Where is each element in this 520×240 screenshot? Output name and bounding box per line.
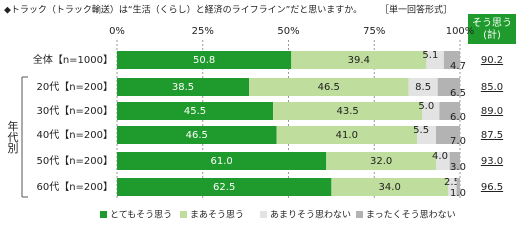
legend-swatch (100, 211, 107, 218)
data-label: 45.5 (184, 106, 206, 117)
legend-swatch (260, 211, 267, 218)
x-tick-label: 100% (446, 26, 475, 37)
data-label: 4.0 (432, 151, 448, 162)
bar-segment (417, 126, 436, 144)
x-tick-label: 75% (363, 26, 385, 37)
data-label: 34.0 (379, 182, 401, 193)
bar-segment (117, 102, 274, 120)
total-label: 89.0 (481, 106, 503, 117)
data-label: 4.7 (450, 61, 466, 72)
y-tick-label: 50代【n=200】 (36, 155, 113, 167)
bar-segment (117, 126, 277, 144)
bar-segment (117, 152, 327, 170)
chart-subtitle: ［単一回答形式］ (380, 4, 452, 16)
data-label: 2.5 (444, 177, 460, 188)
data-label: 6.5 (450, 88, 466, 99)
bar-segment (437, 78, 460, 96)
x-tick-label: 25% (192, 26, 214, 37)
total-label: 90.2 (481, 55, 503, 66)
bar-segment (435, 126, 460, 144)
bar-segment (449, 152, 460, 170)
y-tick-label: 40代【n=200】 (36, 129, 113, 141)
bar-segment (331, 178, 448, 196)
data-label: 43.5 (337, 106, 359, 117)
data-label: 5.0 (418, 101, 434, 112)
x-tick-label: 0% (109, 26, 125, 37)
bar-segment (117, 178, 332, 196)
bar-segment (273, 102, 423, 120)
bar-segment (447, 178, 457, 196)
group-label: 年代別 (6, 119, 19, 154)
bar-segment (291, 51, 427, 69)
total-header: そう思う (472, 17, 512, 29)
legend-label: あまりそう思わない (270, 210, 351, 221)
data-label: 46.5 (186, 130, 208, 141)
legend-swatch (356, 211, 363, 218)
chart-title: ◆トラック（トラック輸送）は“生活（くらし）と経済のライフライン”だと思いますか… (4, 4, 362, 16)
data-label: 50.8 (193, 55, 215, 66)
bar-segment (117, 78, 250, 96)
legend-label: とてもそう思う (110, 210, 172, 221)
bar-segment (443, 51, 460, 69)
y-tick-label: 全体【n=1000】 (33, 53, 113, 66)
data-label: 39.4 (348, 55, 370, 66)
total-label: 85.0 (481, 82, 503, 93)
bar-segment (249, 78, 409, 96)
total-label: 96.5 (481, 182, 503, 193)
data-label: 7.0 (450, 136, 466, 147)
total-label: 87.5 (481, 130, 503, 141)
data-label: 5.5 (413, 125, 429, 136)
data-label: 61.0 (210, 156, 232, 167)
data-label: 32.0 (370, 156, 392, 167)
data-label: 6.0 (450, 112, 466, 123)
data-label: 62.5 (213, 182, 235, 193)
bar-segment (326, 152, 436, 170)
chart: ◆トラック（トラック輸送）は“生活（くらし）と経済のライフライン”だと思いますか… (4, 4, 516, 221)
legend-label: まったくそう思わない (366, 210, 456, 221)
bar-segment (408, 78, 438, 96)
y-tick-label: 30代【n=200】 (36, 105, 113, 117)
total-header-box (468, 14, 516, 44)
legend-label: まあそう思う (190, 210, 244, 221)
bar-segment (276, 126, 418, 144)
y-tick-label: 60代【n=200】 (36, 181, 113, 193)
data-label: 5.1 (422, 50, 438, 61)
data-label: 3.0 (450, 162, 466, 173)
bar-segment (456, 178, 460, 196)
data-label: 41.0 (336, 130, 358, 141)
bar-segment (439, 102, 460, 120)
bar-segment (422, 102, 440, 120)
data-label: 38.5 (172, 82, 194, 93)
data-label: 1.0 (450, 188, 466, 199)
data-label: 46.5 (318, 82, 340, 93)
total-label: 93.0 (481, 156, 503, 167)
total-header: (計) (483, 28, 501, 41)
bar-segment (426, 51, 444, 69)
y-tick-label: 20代【n=200】 (36, 81, 113, 93)
legend-swatch (180, 211, 187, 218)
data-label: 8.5 (415, 82, 431, 93)
bar-segment (435, 152, 450, 170)
x-tick-label: 50% (277, 26, 299, 37)
bar-segment (117, 51, 292, 69)
